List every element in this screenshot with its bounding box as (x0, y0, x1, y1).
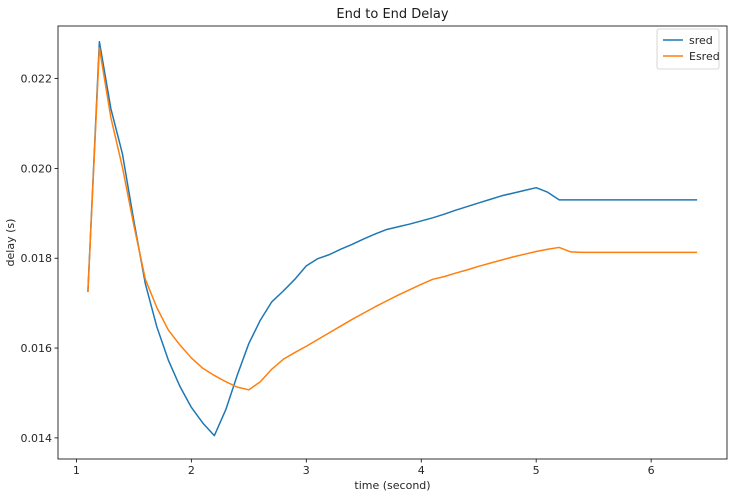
legend-label-esred: Esred (689, 50, 720, 63)
y-tick-label: 0.022 (21, 73, 53, 86)
x-tick-label: 1 (73, 464, 80, 477)
series-layer (87, 40, 698, 437)
x-tick-label: 3 (303, 464, 310, 477)
legend-box (656, 28, 720, 70)
x-tick-label: 2 (188, 464, 195, 477)
x-tick-label: 6 (648, 464, 655, 477)
y-axis-label: delay (s) (4, 219, 17, 267)
x-axis-ticks: 1 2 3 4 5 6 (73, 459, 655, 477)
x-tick-label: 4 (418, 464, 425, 477)
y-tick-label: 0.020 (21, 162, 53, 175)
x-axis-label: time (second) (354, 479, 430, 492)
legend-label-sred: sred (689, 34, 713, 47)
plot-frame (57, 25, 728, 460)
chart-title: End to End Delay (336, 7, 448, 22)
y-axis-ticks: 0.014 0.016 0.018 0.020 0.022 (21, 73, 58, 445)
legend: sred Esred (656, 28, 720, 70)
y-tick-label: 0.018 (21, 252, 53, 265)
y-tick-label: 0.016 (21, 342, 53, 355)
series-line-sred (87, 40, 698, 437)
y-tick-label: 0.014 (21, 432, 53, 445)
series-line-esred (87, 47, 698, 391)
x-tick-label: 5 (533, 464, 540, 477)
